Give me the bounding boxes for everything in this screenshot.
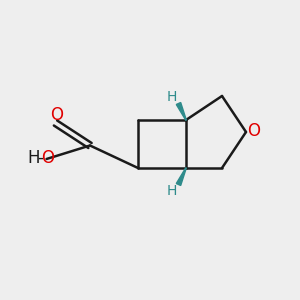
Text: -: - <box>37 149 43 167</box>
Text: O: O <box>50 106 63 124</box>
Text: O: O <box>247 122 260 140</box>
Polygon shape <box>176 168 186 185</box>
Text: O: O <box>41 149 55 167</box>
Text: H: H <box>28 149 40 167</box>
Polygon shape <box>176 103 186 120</box>
Text: H: H <box>167 184 177 198</box>
Text: H: H <box>167 90 177 104</box>
